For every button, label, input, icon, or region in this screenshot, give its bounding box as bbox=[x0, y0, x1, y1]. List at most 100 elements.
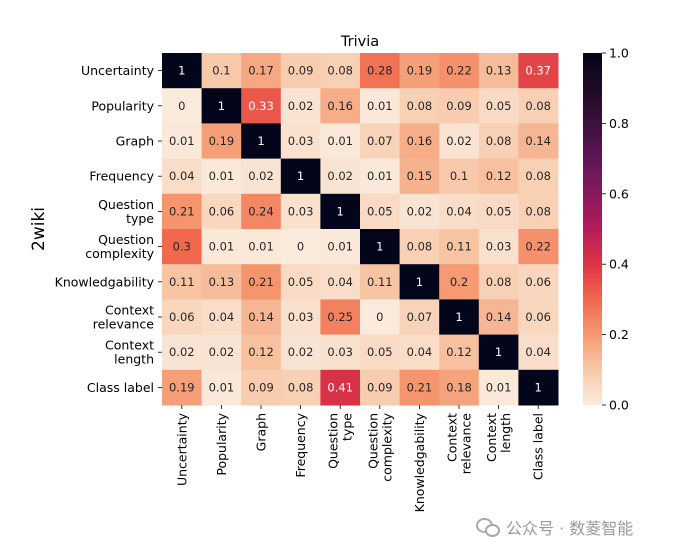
heatmap-cell bbox=[162, 264, 203, 300]
cell-value-label: 0.03 bbox=[327, 345, 353, 359]
heatmap-cell bbox=[439, 123, 480, 160]
heatmap-cell bbox=[478, 229, 519, 265]
cell-value-label: 0.09 bbox=[288, 64, 314, 78]
cell-value-label: 1 bbox=[495, 345, 502, 359]
heatmap-cell bbox=[518, 334, 559, 371]
heatmap-cell bbox=[518, 193, 559, 230]
colorbar-tick-label: 0.0 bbox=[609, 398, 629, 413]
row-label: Popularity bbox=[91, 98, 154, 113]
heatmap-cell bbox=[201, 193, 242, 230]
heatmap-cell bbox=[280, 193, 321, 230]
cell-value-label: 0.16 bbox=[327, 99, 353, 113]
cell-value-label: 0.04 bbox=[327, 275, 353, 289]
cell-value-label: 0.02 bbox=[288, 99, 314, 113]
cell-value-label: 0.05 bbox=[486, 99, 512, 113]
cell-value-label: 0.03 bbox=[288, 134, 314, 148]
cell-value-label: 0.06 bbox=[169, 310, 195, 324]
cell-value-label: 0.11 bbox=[367, 275, 393, 289]
heatmap-cell bbox=[280, 53, 321, 89]
heatmap-cell bbox=[280, 369, 321, 406]
cell-value-label: 0.01 bbox=[209, 240, 235, 254]
heatmap-cell bbox=[518, 369, 559, 406]
cell-value-label: 0.13 bbox=[486, 64, 512, 78]
colorbar-tick-label: 0.4 bbox=[609, 257, 629, 272]
heatmap-cell bbox=[280, 123, 321, 160]
heatmap-cell bbox=[320, 123, 361, 160]
heatmap-cell bbox=[162, 334, 203, 371]
colorbar-tick-label: 0.2 bbox=[609, 327, 629, 342]
heatmap-cell bbox=[439, 53, 480, 89]
cell-value-label: 0.03 bbox=[486, 240, 512, 254]
cell-value-label: 0.02 bbox=[288, 345, 314, 359]
heatmap-cell bbox=[399, 264, 440, 300]
heatmap-cell bbox=[478, 299, 519, 336]
heatmap-cell bbox=[320, 193, 361, 230]
heatmap-cell bbox=[439, 193, 480, 230]
heatmap-cell bbox=[241, 53, 282, 89]
heatmap-cell bbox=[360, 299, 401, 336]
cell-value-label: 0.06 bbox=[525, 275, 551, 289]
heatmap-cell bbox=[399, 158, 440, 195]
heatmap-cell bbox=[518, 299, 559, 336]
heatmap-cell bbox=[280, 334, 321, 371]
cell-value-label: 0.05 bbox=[367, 345, 393, 359]
row-label: Question complexity bbox=[85, 232, 154, 261]
heatmap-cell bbox=[162, 53, 203, 89]
cell-value-label: 0.11 bbox=[446, 240, 472, 254]
row-label: Uncertainty bbox=[81, 63, 155, 78]
cell-value-label: 0.04 bbox=[407, 345, 433, 359]
row-label: Knowledgability bbox=[55, 274, 155, 289]
heatmap-cell bbox=[280, 88, 321, 124]
cell-value-label: 0.3 bbox=[173, 240, 191, 254]
heatmap-cell bbox=[280, 158, 321, 195]
heatmap-cell bbox=[360, 53, 401, 89]
heatmap-cell bbox=[439, 158, 480, 195]
cell-value-label: 0.05 bbox=[288, 275, 314, 289]
cell-value-label: 0.01 bbox=[327, 134, 353, 148]
heatmap-cell bbox=[320, 334, 361, 371]
svg-text:Questiontype: Questiontype bbox=[326, 413, 355, 469]
row-label: Context relevance bbox=[93, 303, 155, 332]
cell-value-label: 0.14 bbox=[248, 310, 274, 324]
heatmap-cell bbox=[478, 193, 519, 230]
cell-value-label: 0.02 bbox=[248, 169, 274, 183]
cell-value-label: 0.12 bbox=[446, 345, 472, 359]
cell-value-label: 0.02 bbox=[209, 345, 235, 359]
cell-value-label: 1 bbox=[257, 134, 264, 148]
colorbar bbox=[583, 53, 602, 405]
heatmap-cell bbox=[280, 299, 321, 336]
heatmap-cell bbox=[201, 334, 242, 371]
heatmap-cell bbox=[360, 158, 401, 195]
heatmap-cell bbox=[399, 123, 440, 160]
cell-value-label: 0.16 bbox=[407, 134, 433, 148]
cell-value-label: 1 bbox=[416, 275, 423, 289]
heatmap-cell bbox=[280, 229, 321, 265]
column-label: Questioncomplexity bbox=[365, 412, 394, 481]
column-label: Popularity bbox=[214, 412, 229, 475]
heatmap-cell bbox=[162, 193, 203, 230]
svg-text:Knowledgability: Knowledgability bbox=[412, 412, 427, 512]
row-label: Class label bbox=[87, 380, 154, 395]
watermark-text: 公众号 · 数菱智能 bbox=[506, 519, 634, 538]
heatmap-cell bbox=[241, 193, 282, 230]
cell-value-label: 0.22 bbox=[446, 64, 472, 78]
heatmap-cell bbox=[478, 88, 519, 124]
heatmap-cell bbox=[518, 123, 559, 160]
heatmap-cell bbox=[320, 229, 361, 265]
heatmap-cell bbox=[320, 299, 361, 336]
cell-value-label: 0.01 bbox=[209, 169, 235, 183]
colorbar-tick-label: 0.6 bbox=[609, 186, 629, 201]
heatmap-cell bbox=[201, 264, 242, 300]
heatmap-cell bbox=[478, 334, 519, 371]
heatmap-cell bbox=[241, 369, 282, 406]
cell-value-label: 0.18 bbox=[446, 380, 472, 394]
column-label: Contextrelevance bbox=[445, 413, 474, 475]
heatmap-cell bbox=[320, 53, 361, 89]
cell-value-label: 0.02 bbox=[446, 134, 472, 148]
cell-value-label: 0.19 bbox=[407, 64, 433, 78]
cell-value-label: 0.08 bbox=[288, 380, 314, 394]
cell-value-label: 0.07 bbox=[367, 134, 393, 148]
heatmap-cell bbox=[360, 88, 401, 124]
heatmap-cell bbox=[360, 264, 401, 300]
heatmap-cell bbox=[320, 369, 361, 406]
